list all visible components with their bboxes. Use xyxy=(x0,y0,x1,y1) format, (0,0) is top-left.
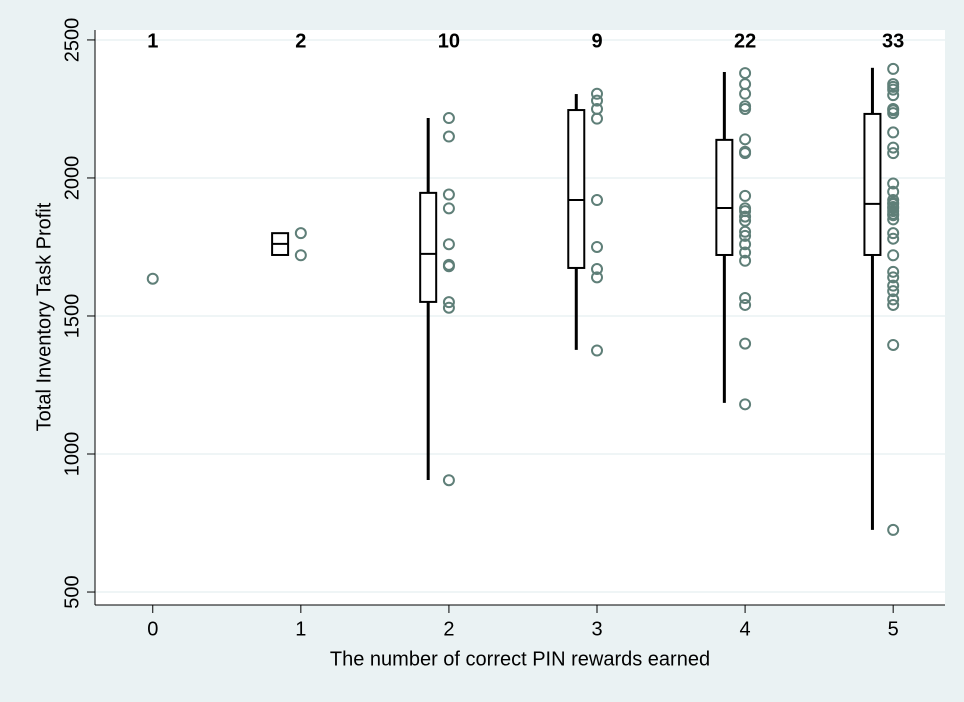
point xyxy=(739,189,752,202)
point xyxy=(739,398,752,411)
point xyxy=(887,285,900,298)
count-label: 22 xyxy=(734,30,756,52)
box xyxy=(715,138,734,256)
point xyxy=(442,301,455,314)
point xyxy=(887,89,900,102)
point xyxy=(739,102,752,115)
point xyxy=(739,147,752,160)
point xyxy=(887,83,900,96)
x-tick-label: 0 xyxy=(147,618,158,640)
point xyxy=(739,225,752,238)
point xyxy=(887,209,900,222)
point xyxy=(887,265,900,278)
point xyxy=(887,62,900,75)
point xyxy=(591,194,604,207)
point xyxy=(887,279,900,292)
point xyxy=(887,298,900,311)
point xyxy=(739,337,752,350)
y-axis-label: Total Inventory Task Profit xyxy=(33,202,55,431)
point xyxy=(591,94,604,107)
point xyxy=(887,338,900,351)
point xyxy=(887,185,900,198)
point xyxy=(887,249,900,262)
count-label: 33 xyxy=(882,30,904,52)
x-tick-label: 1 xyxy=(295,618,306,640)
count-label: 10 xyxy=(438,30,460,52)
point xyxy=(887,147,900,160)
y-tick-label: 2500 xyxy=(61,18,83,63)
y-tick-label: 1500 xyxy=(61,294,83,339)
point xyxy=(887,523,900,536)
point xyxy=(442,296,455,309)
box xyxy=(567,109,586,269)
count-label: 2 xyxy=(295,30,306,52)
point xyxy=(591,263,604,276)
point xyxy=(294,227,307,240)
point xyxy=(442,474,455,487)
y-tick-label: 2000 xyxy=(61,156,83,201)
point xyxy=(294,249,307,262)
x-tick-label: 5 xyxy=(888,618,899,640)
point xyxy=(739,87,752,100)
point xyxy=(739,246,752,259)
point xyxy=(739,133,752,146)
count-label: 1 xyxy=(147,30,158,52)
point xyxy=(442,260,455,273)
point xyxy=(146,272,159,285)
count-label: 9 xyxy=(591,30,602,52)
point xyxy=(739,238,752,251)
box xyxy=(419,191,438,303)
y-tick-label: 1000 xyxy=(61,432,83,477)
x-tick-label: 3 xyxy=(591,618,602,640)
point xyxy=(887,213,900,226)
point xyxy=(591,344,604,357)
point xyxy=(887,271,900,284)
point xyxy=(887,126,900,139)
point xyxy=(591,87,604,100)
point xyxy=(887,227,900,240)
box xyxy=(863,112,882,256)
point xyxy=(887,177,900,190)
point xyxy=(591,271,604,284)
x-tick-label: 4 xyxy=(740,618,751,640)
point xyxy=(887,232,900,245)
point xyxy=(739,229,752,242)
point xyxy=(442,188,455,201)
point xyxy=(442,238,455,251)
point xyxy=(591,112,604,125)
point xyxy=(739,210,752,223)
plot-area xyxy=(95,30,945,605)
point xyxy=(442,112,455,125)
x-axis-label: The number of correct PIN rewards earned xyxy=(330,648,710,670)
point xyxy=(887,293,900,306)
point xyxy=(739,254,752,267)
x-tick-label: 2 xyxy=(443,618,454,640)
point xyxy=(442,130,455,143)
point xyxy=(739,292,752,305)
point xyxy=(442,202,455,215)
point xyxy=(739,214,752,227)
point xyxy=(739,67,752,80)
y-tick-label: 500 xyxy=(61,575,83,608)
point xyxy=(887,107,900,120)
point xyxy=(739,298,752,311)
point xyxy=(591,240,604,253)
point xyxy=(887,141,900,154)
